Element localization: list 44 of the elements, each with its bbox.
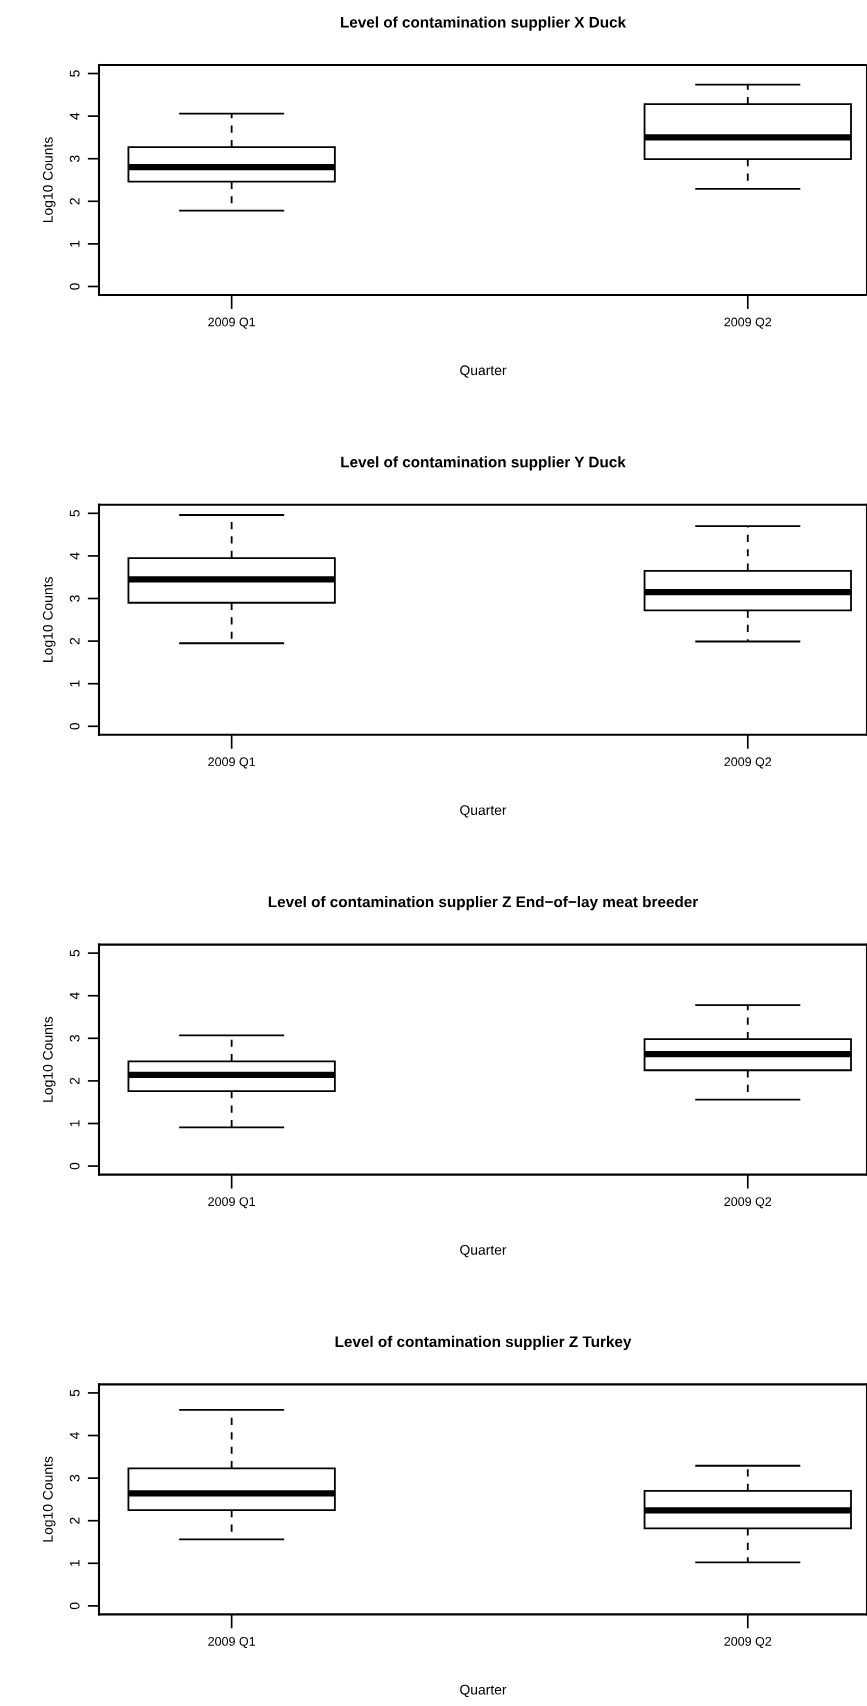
x-axis-title: Quarter — [460, 1244, 507, 1258]
y-tick-label: 1 — [69, 1560, 80, 1567]
y-tick-label: 5 — [69, 1389, 80, 1397]
y-tick-label: 0 — [69, 283, 80, 290]
y-tick-label: 2 — [69, 1077, 80, 1085]
x-axis-title: Quarter — [460, 1684, 507, 1698]
y-tick-label: 4 — [69, 552, 80, 560]
y-tick-label: 0 — [69, 722, 80, 730]
x-tick-label: 2009 Q1 — [208, 1197, 256, 1209]
y-axis-title: Log10 Counts — [42, 137, 56, 223]
x-tick-label: 2009 Q2 — [724, 757, 772, 769]
y-tick-label: 2 — [69, 1517, 80, 1524]
y-tick-label: 3 — [69, 1474, 80, 1482]
x-tick-label: 2009 Q2 — [724, 1636, 772, 1649]
y-tick-label: 5 — [69, 510, 80, 517]
x-tick-label: 2009 Q1 — [208, 1636, 256, 1649]
y-tick-label: 5 — [69, 949, 80, 957]
y-tick-label: 0 — [69, 1162, 80, 1170]
x-tick-label: 2009 Q1 — [208, 757, 256, 769]
y-tick-label: 2 — [69, 637, 80, 645]
y-tick-label: 4 — [69, 992, 80, 1000]
chart-title: Level of contamination supplier Z Turkey — [335, 1335, 632, 1351]
y-tick-label: 4 — [69, 1432, 80, 1440]
y-axis-title: Log10 Counts — [42, 1456, 56, 1542]
chart-title: Level of contamination supplier Z End−of−lay meat breeder — [268, 896, 698, 911]
x-tick-label: 2009 Q1 — [208, 317, 256, 329]
y-tick-label: 4 — [69, 112, 80, 120]
x-tick-label: 2009 Q2 — [724, 317, 772, 329]
y-tick-label: 1 — [69, 680, 80, 687]
y-axis-title: Log10 Counts — [42, 577, 56, 662]
x-axis-title: Quarter — [460, 365, 507, 378]
y-tick-label: 0 — [69, 1602, 80, 1610]
chart-title: Level of contamination supplier X Duck — [340, 16, 627, 31]
y-axis-title: Log10 Counts — [42, 1016, 56, 1102]
y-tick-label: 1 — [69, 240, 80, 247]
y-tick-label: 3 — [69, 595, 80, 602]
y-tick-label: 1 — [69, 1120, 80, 1127]
x-tick-label: 2009 Q2 — [724, 1197, 772, 1209]
y-tick-label: 2 — [69, 198, 80, 205]
y-tick-label: 5 — [69, 70, 80, 77]
y-tick-label: 3 — [69, 1035, 80, 1042]
chart-title: Level of contamination supplier Y Duck — [341, 456, 626, 471]
x-axis-title: Quarter — [460, 805, 507, 818]
y-tick-label: 3 — [69, 155, 80, 163]
